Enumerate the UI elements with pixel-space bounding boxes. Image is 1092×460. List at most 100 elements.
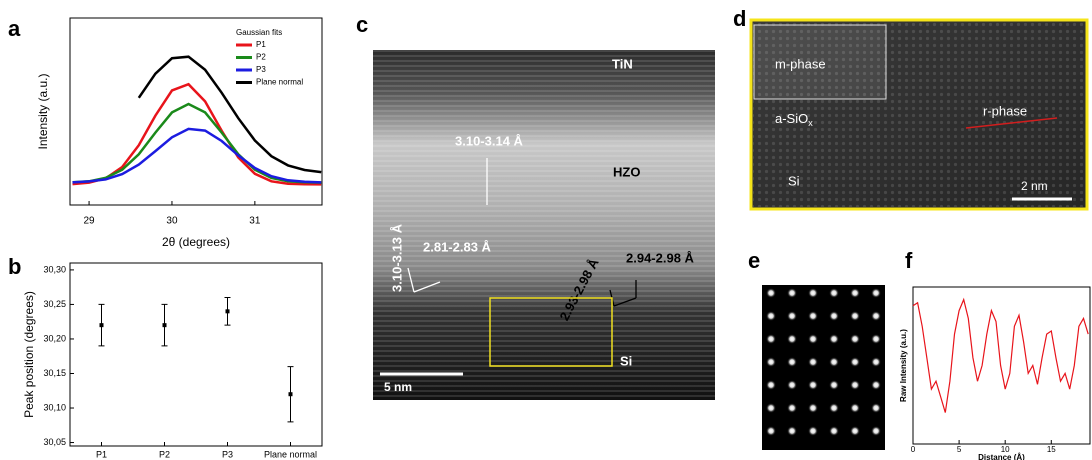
point — [289, 392, 293, 396]
spacing-label: 2.94-2.98 Å — [626, 250, 695, 265]
phase-label: m-phase — [775, 56, 826, 71]
series-line — [139, 57, 321, 172]
legend-label: Plane normal — [256, 78, 303, 87]
micrograph-d: m-phase a-SiOx r-phase Si 2 nm — [751, 20, 1087, 209]
atom-spot — [787, 357, 797, 367]
atom-spot — [808, 288, 818, 298]
phase-label-text: a-SiO — [775, 111, 808, 126]
atom-spot — [850, 403, 860, 413]
phase-label: a-SiOx — [775, 111, 813, 128]
y-tick-label: 30,10 — [43, 402, 66, 412]
atom-spot — [808, 334, 818, 344]
atom-spot — [850, 380, 860, 390]
series-line — [73, 104, 322, 183]
point — [163, 323, 167, 327]
scale-bar-label: 2 nm — [1021, 179, 1048, 193]
atom-spot — [871, 380, 881, 390]
atom-spot — [787, 334, 797, 344]
layer-label: HZO — [613, 164, 640, 179]
atom-spot — [850, 357, 860, 367]
panel-label: a — [8, 16, 21, 41]
scale-bar-label: 5 nm — [384, 380, 412, 394]
legend-label: P1 — [256, 40, 266, 49]
phase-label: Si — [788, 173, 800, 188]
y-axis-label: Peak position (degrees) — [22, 291, 36, 418]
atom-spot — [808, 426, 818, 436]
atom-spot — [829, 311, 839, 321]
atom-spot — [850, 426, 860, 436]
atom-spot — [766, 357, 776, 367]
x-tick-label: 15 — [1047, 445, 1056, 454]
x-tick-label: 31 — [249, 216, 261, 227]
atom-spot — [766, 311, 776, 321]
atom-spot — [829, 380, 839, 390]
plot-frame — [913, 287, 1090, 444]
layer-label: TiN — [612, 56, 633, 71]
x-tick-label: P1 — [96, 449, 107, 459]
chart: 29 30 31 2θ (degrees) Intensity (a.u.) Gaussi… — [36, 18, 322, 249]
x-tick-label: 0 — [911, 445, 916, 454]
x-tick-label: 30 — [166, 216, 178, 227]
panel-label: b — [8, 254, 21, 279]
chart: 30,0530,1030,1530,2030,2530,30Peak posit… — [22, 263, 322, 459]
x-tick-label: P3 — [222, 449, 233, 459]
x-axis-label: 2θ (degrees) — [162, 235, 230, 249]
x-tick-label: 29 — [84, 216, 96, 227]
atom-spot — [766, 334, 776, 344]
atom-spot — [808, 311, 818, 321]
series-line — [913, 300, 1088, 413]
atom-spot — [850, 311, 860, 321]
panel-label: f — [905, 248, 913, 273]
atom-spot — [808, 403, 818, 413]
atom-spot — [787, 311, 797, 321]
y-tick-label: 30,15 — [43, 368, 66, 378]
figure: a b c d e f TiN HZO Si 3.10-3.14 Å 3.10-… — [0, 0, 1092, 460]
atom-spot — [829, 288, 839, 298]
atom-spot — [871, 288, 881, 298]
y-axis-label: Intensity (a.u.) — [36, 73, 50, 149]
phase-label: r-phase — [983, 103, 1027, 118]
phase-label-subscript: x — [808, 118, 813, 128]
legend-title: Gaussian fits — [236, 28, 282, 37]
atom-spot — [787, 380, 797, 390]
atom-spot — [871, 334, 881, 344]
point — [100, 323, 104, 327]
pattern-background — [762, 285, 885, 450]
atom-spot — [871, 403, 881, 413]
lattice-fringes — [373, 50, 715, 400]
y-tick-label: 30,25 — [43, 299, 66, 309]
atom-spot — [808, 357, 818, 367]
y-tick-label: 30,05 — [43, 437, 66, 447]
atom-spot — [829, 357, 839, 367]
atom-spot — [787, 426, 797, 436]
atom-spot — [766, 288, 776, 298]
atom-spot — [766, 426, 776, 436]
simulated-pattern — [762, 285, 885, 450]
atom-spot — [829, 426, 839, 436]
y-axis-label: Raw Intensity (a.u.) — [899, 329, 908, 402]
layer-label: Si — [620, 353, 632, 368]
atom-spot — [871, 357, 881, 367]
atom-spot — [850, 288, 860, 298]
atom-spot — [787, 403, 797, 413]
spacing-label: 3.10-3.13 Å — [389, 223, 404, 292]
atom-spot — [766, 380, 776, 390]
legend-label: P2 — [256, 53, 266, 62]
atom-spot — [850, 334, 860, 344]
series-line — [73, 84, 322, 184]
atom-spot — [766, 403, 776, 413]
panel-label: c — [356, 12, 368, 37]
atom-spot — [871, 311, 881, 321]
y-tick-label: 30,20 — [43, 333, 66, 343]
atom-spot — [871, 426, 881, 436]
atom-spot — [787, 288, 797, 298]
legend-label: P3 — [256, 65, 266, 74]
x-axis-label: Distance (Å) — [978, 453, 1025, 460]
panel-label: d — [733, 6, 746, 31]
point — [226, 309, 230, 313]
spacing-label: 3.10-3.14 Å — [455, 133, 524, 148]
micrograph-c: TiN HZO Si 3.10-3.14 Å 3.10-3.13 Å 2.81-… — [373, 50, 715, 400]
atom-spot — [829, 403, 839, 413]
spacing-label: 2.81-2.83 Å — [423, 239, 492, 254]
